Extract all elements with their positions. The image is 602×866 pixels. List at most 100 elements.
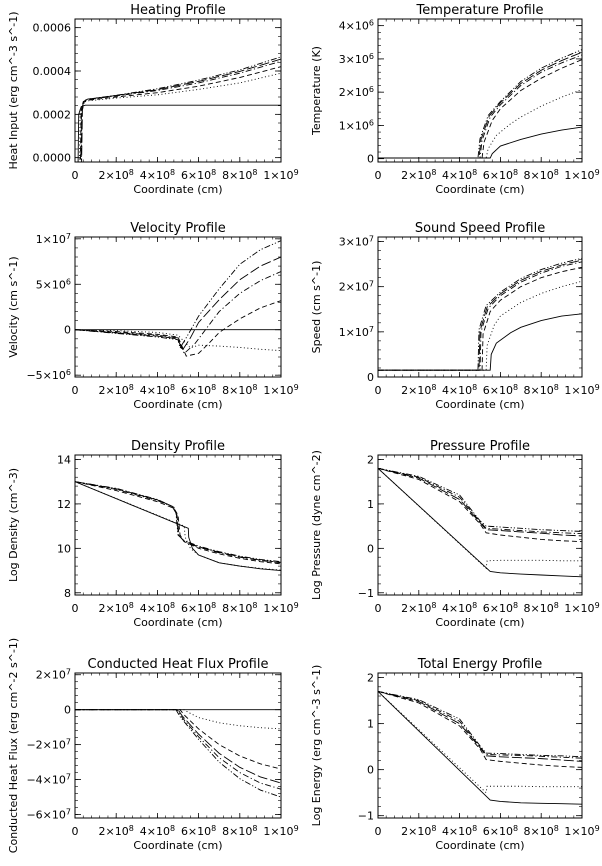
x-axis-label: Coordinate (cm)	[133, 839, 222, 852]
series-line-solid	[378, 126, 582, 159]
series-line-dash-dot	[75, 709, 281, 790]
series-line-dash-dot-dot	[75, 240, 281, 350]
chart-panel-pressure: Pressure Profile 0 2×108 4×108 6×108 8×108 1×1…	[310, 439, 600, 629]
series-line-dash-dot	[75, 60, 281, 162]
y-tick-label: −4×107	[26, 772, 71, 787]
plot-frame	[377, 236, 583, 378]
series-line-dashed	[378, 690, 582, 768]
chart-title: Heating Profile	[130, 3, 226, 18]
series-line-dash-dot	[75, 271, 281, 355]
plot-frame	[377, 672, 583, 819]
y-tick-label: 1×107	[36, 231, 71, 246]
y-tick-label: 0	[367, 764, 374, 777]
x-tick-label: 8×108	[222, 601, 257, 616]
x-tick-label: 8×108	[222, 383, 257, 398]
x-tick-label: 4×108	[442, 383, 477, 398]
x-tick-label: 0	[375, 169, 382, 182]
series-line-solid	[378, 313, 582, 371]
x-tick-label: 2×108	[401, 601, 436, 616]
y-tick-label: 5×106	[36, 277, 71, 292]
y-axis-label: Log Density (cm^-3)	[7, 468, 20, 582]
y-tick-label: 8	[64, 587, 71, 600]
x-tick-label: 6×108	[181, 168, 216, 183]
x-tick-label: 1×109	[263, 383, 298, 398]
x-tick-label: 0	[72, 602, 79, 615]
y-axis-label: Heat Input (erg cm^-3 s^-1)	[7, 11, 20, 169]
series-line-long-dash	[378, 51, 582, 159]
y-tick-label: −6×107	[26, 807, 71, 822]
chart-panel-total-energy: Total Energy Profile 0 2×108 4×108 6×108 8×10…	[310, 657, 600, 852]
y-axis-label: Temperature (K)	[310, 46, 323, 136]
x-tick-label: 2×108	[99, 601, 134, 616]
y-axis-label: Log Pressure (dyne cm^-2)	[310, 450, 323, 600]
plot-frame	[74, 18, 282, 163]
y-tick-label: 3×107	[339, 234, 374, 249]
x-tick-label: 6×108	[483, 168, 518, 183]
chart-panel-conducted-flux: Conducted Heat Flux Profile 0 2×108 4×108 6×…	[7, 638, 299, 853]
x-tick-label: 0	[375, 384, 382, 397]
series-line-long-dash	[75, 256, 281, 352]
x-axis-label: Coordinate (cm)	[133, 398, 222, 411]
x-tick-label: 2×108	[99, 383, 134, 398]
x-tick-label: 4×108	[140, 383, 175, 398]
series-line-dash-dot-dot	[75, 709, 281, 798]
chart-panel-temperature: Temperature Profile 0 2×108 4×108 6×108 8×108…	[310, 3, 600, 196]
x-tick-label: 2×108	[401, 168, 436, 183]
x-tick-label: 1×109	[564, 383, 599, 398]
chart-title: Velocity Profile	[130, 221, 226, 236]
x-tick-label: 6×108	[483, 601, 518, 616]
chart-title: Total Energy Profile	[417, 657, 543, 672]
x-tick-label: 0	[72, 169, 79, 182]
y-axis-label: Log Energy (erg cm^-3 s^-1)	[310, 665, 323, 827]
x-tick-label: 1×109	[263, 601, 298, 616]
x-tick-label: 6×108	[483, 383, 518, 398]
y-tick-label: 0	[64, 324, 71, 337]
series-line-dashed	[378, 266, 582, 371]
x-tick-label: 8×108	[524, 383, 559, 398]
series-line-long-dash	[75, 709, 281, 784]
plot-frame	[74, 672, 282, 819]
series-line-dashed	[378, 467, 582, 543]
x-axis-label: Coordinate (cm)	[435, 398, 524, 411]
series-line-dash-dot	[378, 261, 582, 371]
series-line-dashed	[75, 66, 281, 162]
x-tick-label: 1×109	[564, 601, 599, 616]
y-axis-label: Velocity (cm s^-1)	[7, 256, 20, 357]
y-tick-label: 2×107	[339, 279, 374, 294]
x-tick-label: 6×108	[181, 824, 216, 839]
x-tick-label: 1×109	[263, 824, 298, 839]
x-tick-label: 4×108	[140, 601, 175, 616]
y-tick-label: 0.0002	[33, 108, 72, 121]
y-tick-label: 3×106	[339, 51, 374, 66]
x-tick-label: 2×108	[99, 168, 134, 183]
series-line-dashed	[378, 59, 582, 159]
y-tick-label: 2×106	[339, 85, 374, 100]
y-tick-label: 0	[64, 704, 71, 717]
chart-panel-heating: Heating Profile 0 2×108 4×108 6×108 8×108 1×10…	[7, 3, 299, 196]
series-line-long-dash	[75, 481, 281, 563]
x-tick-label: 8×108	[524, 168, 559, 183]
y-tick-label: 0.0000	[33, 152, 72, 165]
x-tick-label: 8×108	[524, 824, 559, 839]
series-line-dash-dot-dot	[75, 56, 281, 162]
y-tick-label: −1	[358, 810, 374, 823]
chart-title: Temperature Profile	[416, 3, 544, 18]
plot-frame	[74, 454, 282, 596]
x-tick-label: 1×109	[564, 824, 599, 839]
series-line-long-dash	[75, 58, 281, 162]
series-line-dotted	[378, 467, 582, 570]
plot-frame	[377, 18, 583, 163]
y-tick-label: 0.0006	[33, 22, 72, 35]
series-line-long-dash	[378, 259, 582, 371]
x-tick-label: 2×108	[401, 824, 436, 839]
y-tick-label: 1	[367, 498, 374, 511]
series-line-dash-dot-dot	[378, 690, 582, 758]
y-tick-label: 0.0004	[33, 65, 72, 78]
series-line-dotted	[75, 481, 281, 571]
x-tick-label: 4×108	[442, 824, 477, 839]
chart-panel-density: Density Profile 0 2×108 4×108 6×108 8×108 1×10…	[7, 439, 299, 629]
y-tick-label: 1×106	[339, 118, 374, 133]
y-tick-label: 2	[367, 453, 374, 466]
series-line-solid	[378, 691, 582, 805]
